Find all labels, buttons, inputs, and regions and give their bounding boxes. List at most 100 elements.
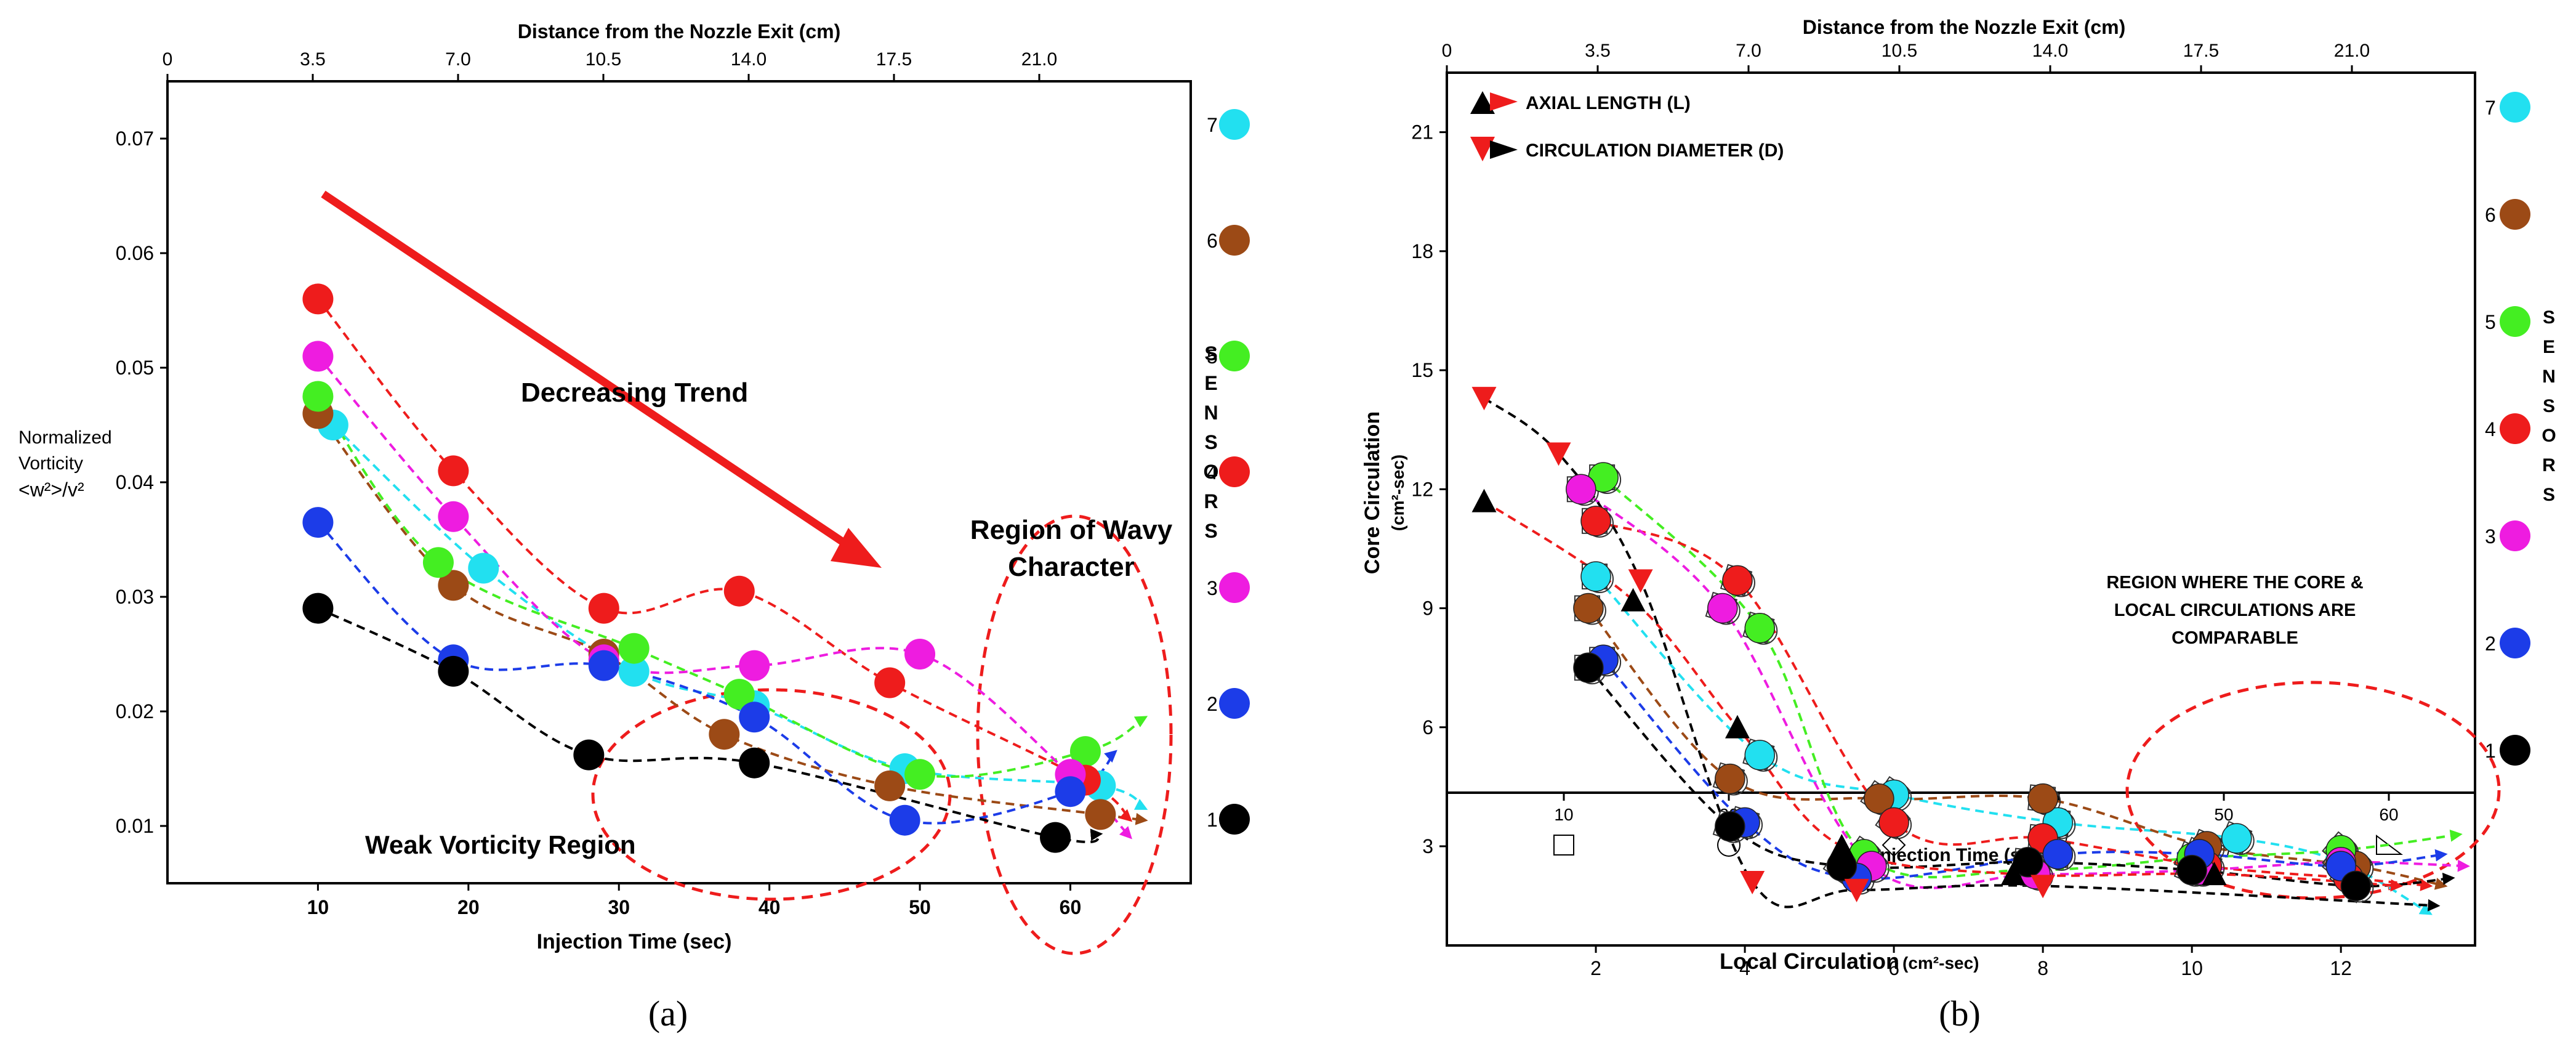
- sensor-marker-4: [1219, 456, 1250, 487]
- data-point-sensor-5: [422, 547, 454, 578]
- data-point-sensor-2: [302, 507, 334, 538]
- top-tick-label: 17.5: [876, 49, 912, 70]
- series-line-sensor-3: [1580, 488, 2470, 889]
- circulation-diameter-point: [2031, 875, 2056, 899]
- sensor-number-label: 3: [1207, 577, 1218, 599]
- sensors-letter: R: [1204, 490, 1218, 512]
- data-point-sensor-4: [723, 575, 755, 607]
- x-tick-label: 10: [307, 896, 329, 918]
- series-line-sensor-5: [1602, 476, 2463, 879]
- y-tick-label: 6: [1422, 716, 1433, 738]
- data-point-sensor-4: [874, 667, 906, 698]
- top-ticks-a: 0 3.5 7.0 10.5 14.0 17.5 21.0: [163, 49, 1057, 81]
- data-point-sensor-6: [709, 719, 740, 750]
- panel-a: Distance from the Nozzle Exit (cm) 0 3.5 7…: [18, 20, 1250, 1034]
- axial-length-line: [1483, 500, 2403, 892]
- data-point-sensor-5: [904, 759, 936, 790]
- data-point-sensor-6: [1085, 799, 1116, 830]
- sensor-number-label: 4: [1207, 461, 1218, 484]
- annotations-a: Decreasing Trend Weak Vorticity Region R…: [321, 190, 1173, 955]
- region-annotation-line3: COMPARABLE: [2171, 628, 2298, 648]
- sensors-letter: N: [1204, 402, 1218, 424]
- axial-length-point: [2202, 862, 2227, 886]
- panel-label-a: (a): [648, 993, 688, 1034]
- data-point-sensor-4: [588, 593, 619, 624]
- panel-b: Distance from the Nozzle Exit (cm) 0 3.5 7…: [1361, 16, 2556, 1034]
- sensor-marker-7: [2500, 92, 2530, 123]
- top-tick-label: 7.0: [1736, 41, 1761, 61]
- data-point-sensor-7: [1580, 561, 1611, 592]
- data-point-sensor-1: [302, 593, 334, 624]
- data-point-sensor-1: [1715, 811, 1745, 842]
- legend-b: AXIAL LENGTH (L) CIRCULATION DIAMETER (D…: [1470, 91, 1784, 161]
- x-tick-label: 10: [2181, 957, 2203, 979]
- sensor-marker-5: [2500, 306, 2530, 337]
- top-tick-label: 21.0: [1021, 49, 1057, 70]
- sensor-number-label: 2: [2485, 633, 2496, 655]
- sensor-marker-5: [1219, 341, 1250, 371]
- data-point-sensor-6: [1864, 783, 1894, 814]
- sensor-marker-3: [1219, 572, 1250, 603]
- data-point-sensor-1: [573, 739, 605, 771]
- data-point-sensor-6: [1573, 593, 1604, 624]
- sensor-number-label: 4: [2485, 418, 2496, 440]
- y-tick-label: 9: [1422, 597, 1433, 620]
- data-point-sensor-3: [1566, 474, 1596, 505]
- y-tick-label: 18: [1411, 240, 1433, 262]
- x-tick-label: 50: [909, 896, 931, 918]
- sensor-number-label: 1: [1207, 809, 1218, 831]
- data-point-sensor-2: [588, 650, 619, 681]
- data-point-sensor-3: [302, 341, 334, 372]
- sensors-letter: S: [2543, 396, 2555, 416]
- sensors-letter: E: [2543, 337, 2555, 357]
- inner-tick-label: 10: [1554, 805, 1573, 824]
- sensor-marker-7: [1219, 109, 1250, 140]
- sensor-number-label: 2: [1207, 693, 1218, 715]
- circulation-diameter-point: [1471, 387, 1497, 411]
- circulation-diameter-point: [1844, 878, 1869, 902]
- x-axis-label-b: Local Circulation: [1720, 949, 1899, 974]
- sensor-marker-3: [2500, 520, 2530, 551]
- data-point-sensor-1: [2340, 870, 2372, 902]
- y-tick-label: 15: [1411, 359, 1433, 381]
- data-point-sensor-4: [1722, 565, 1753, 596]
- weak-vorticity-label: Weak Vorticity Region: [365, 830, 636, 859]
- sensor-number-label: 6: [1207, 230, 1218, 252]
- data-point-sensor-1: [739, 747, 770, 779]
- data-point-sensor-7: [468, 552, 499, 584]
- plot-frame-b: [1446, 71, 2476, 947]
- data-point-sensor-2: [1055, 776, 1086, 807]
- sensor-marker-6: [2500, 199, 2530, 230]
- inner-tick-label: 60: [2379, 805, 2398, 824]
- x-tick-label: 12: [2330, 957, 2352, 979]
- data-point-sensor-1: [2176, 854, 2207, 886]
- y-axis-label-a-line2: Vorticity: [18, 453, 83, 474]
- series-line-sensor-6: [1587, 607, 2448, 890]
- series-line-sensor-5: [316, 395, 1148, 778]
- data-point-sensor-5: [1744, 612, 1776, 644]
- x-ticks-b: 2 4 6 8 10 12: [1590, 945, 2352, 979]
- data-point-sensor-7: [618, 655, 650, 687]
- data-point-sensor-6: [1715, 763, 1745, 795]
- circulation-diameter-point: [1628, 569, 1653, 593]
- diamond-shape-icon: [1882, 833, 1906, 857]
- y-tick-label: 0.03: [116, 586, 154, 608]
- x-tick-label: 6: [1888, 957, 1899, 979]
- top-tick-label: 3.5: [1585, 41, 1611, 61]
- data-point-sensor-7: [2221, 823, 2252, 854]
- top-tick-label: 0: [1442, 41, 1452, 61]
- wavy-region-ellipse: [976, 514, 1173, 955]
- sensors-letter: E: [1204, 372, 1217, 394]
- sensor-marker-6: [1219, 225, 1250, 256]
- circulation-diameter-arrow-icon: [1490, 140, 1518, 159]
- sensor-number-label: 7: [2485, 97, 2496, 119]
- sensors-letter: S: [1204, 342, 1217, 365]
- sensor-marker-2: [2500, 628, 2530, 658]
- data-point-sensor-5: [1069, 736, 1101, 767]
- square-shape-icon: [1553, 835, 1574, 856]
- x-ticks-a: 10 20 30 40 50 60: [307, 883, 1081, 918]
- y-ticks-b: 3 6 9 12 15 18 21: [1411, 121, 1447, 857]
- decreasing-trend-arrow-head: [831, 528, 882, 568]
- y-tick-label: 0.02: [116, 700, 154, 722]
